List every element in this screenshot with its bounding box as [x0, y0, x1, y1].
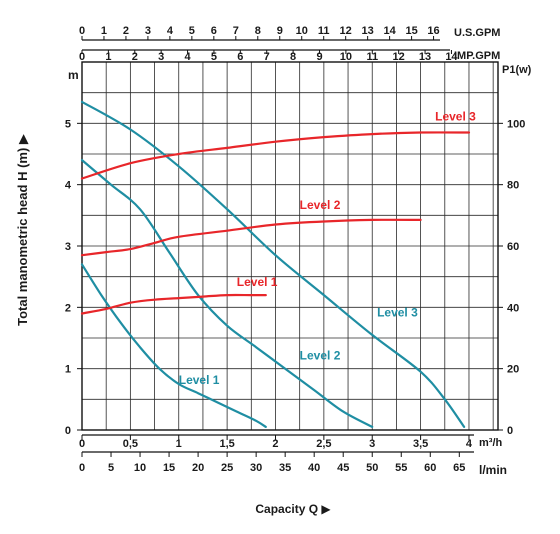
x-tick-label-impgpm: 9 [316, 51, 322, 63]
x-unit-usgpm: U.S.GPM [454, 27, 500, 39]
y2-tick-label: 20 [507, 364, 519, 376]
x-tick-label-usgpm: 11 [318, 25, 330, 37]
x-tick-label-usgpm: 10 [296, 25, 308, 37]
y2-tick-label: 100 [507, 118, 525, 130]
x-tick-label-m3h: 1 [176, 438, 182, 450]
x-tick-label-lmin: 65 [453, 462, 465, 474]
x-tick-label-lmin: 35 [279, 462, 291, 474]
x-unit-m3h: m³/h [479, 437, 503, 449]
x-tick-label-impgpm: 1 [105, 51, 111, 63]
x-tick-label-lmin: 55 [395, 462, 407, 474]
x-tick-label-m3h: 0 [79, 438, 85, 450]
head-label-level-1: Level 1 [179, 373, 220, 387]
x-tick-label-usgpm: 8 [255, 25, 261, 37]
x-tick-label-impgpm: 8 [290, 51, 296, 63]
head-curve-level-1 [80, 263, 267, 428]
x-tick-label-usgpm: 1 [101, 25, 107, 37]
x-tick-label-usgpm: 14 [383, 25, 396, 37]
y-tick-label: 0 [65, 425, 71, 437]
y2-tick-label: 0 [507, 425, 513, 437]
x-tick-label-lmin: 0 [79, 462, 85, 474]
x-tick-label-impgpm: 10 [340, 51, 352, 63]
y-tick-label: 1 [65, 364, 71, 376]
y2-tick-label: 80 [507, 180, 519, 192]
x-tick-label-lmin: 30 [250, 462, 262, 474]
x-tick-label-impgpm: 3 [158, 51, 164, 63]
x-tick-label-usgpm: 5 [189, 25, 195, 37]
grid [81, 61, 499, 431]
x-tick-label-lmin: 50 [366, 462, 378, 474]
x-tick-label-impgpm: 14 [445, 51, 458, 63]
head-label-level-2: Level 2 [300, 348, 341, 362]
power-curve-level-1 [80, 293, 267, 315]
x-tick-label-usgpm: 15 [405, 25, 417, 37]
x-tick-label-lmin: 45 [337, 462, 349, 474]
y2-tick-label: 40 [507, 302, 519, 314]
x-tick-label-m3h: 3,5 [413, 438, 428, 450]
x-axis-title: Capacity Q ▶ [255, 502, 331, 516]
x-tick-label-lmin: 40 [308, 462, 320, 474]
x-tick-label-impgpm: 4 [184, 51, 191, 63]
x-tick-label-usgpm: 7 [233, 25, 239, 37]
y-tick-label: 2 [65, 302, 71, 314]
x-tick-label-impgpm: 12 [393, 51, 405, 63]
power-curve-level-2 [80, 218, 422, 257]
x-tick-label-impgpm: 5 [211, 51, 217, 63]
x-tick-label-usgpm: 12 [340, 25, 352, 37]
y-tick-label: 5 [65, 118, 71, 130]
x-tick-label-lmin: 15 [163, 462, 175, 474]
x-tick-label-usgpm: 0 [79, 25, 85, 37]
x-tick-label-impgpm: 7 [264, 51, 270, 63]
x-tick-label-impgpm: 13 [419, 51, 431, 63]
x-tick-label-impgpm: 6 [237, 51, 243, 63]
head-label-level-3: Level 3 [377, 306, 418, 320]
x-tick-label-usgpm: 3 [145, 25, 151, 37]
x-tick-label-usgpm: 16 [427, 25, 439, 37]
left-axis-unit: m [68, 68, 79, 82]
y-axis-title: Total manometric head H (m) ▶ [15, 134, 30, 326]
x-tick-label-m3h: 1,5 [219, 438, 234, 450]
x-tick-label-lmin: 25 [221, 462, 233, 474]
x-tick-label-lmin: 60 [424, 462, 436, 474]
power-label-level-3: Level 3 [435, 109, 476, 123]
x-tick-label-m3h: 0,5 [123, 438, 138, 450]
y-tick-label: 4 [65, 180, 72, 192]
x-tick-label-lmin: 10 [134, 462, 146, 474]
x-tick-label-usgpm: 4 [167, 25, 174, 37]
power-curve-level-3 [80, 131, 471, 180]
x-tick-label-m3h: 4 [466, 438, 473, 450]
power-label-level-1: Level 1 [237, 275, 278, 289]
head-curve-level-2 [80, 159, 374, 428]
x-tick-label-m3h: 3 [369, 438, 375, 450]
x-unit-lmin: l/min [479, 463, 507, 477]
x-tick-label-impgpm: 2 [132, 51, 138, 63]
x-tick-label-usgpm: 6 [211, 25, 217, 37]
y2-tick-label: 60 [507, 241, 519, 253]
y-tick-label: 3 [65, 241, 71, 253]
x-tick-label-m3h: 2 [272, 438, 278, 450]
x-tick-label-lmin: 20 [192, 462, 204, 474]
head-curve-level-3 [80, 100, 466, 428]
x-tick-label-m3h: 2,5 [316, 438, 331, 450]
x-tick-label-usgpm: 2 [123, 25, 129, 37]
curves [80, 100, 471, 428]
x-unit-impgpm: IMP.GPM [454, 50, 500, 62]
power-label-level-2: Level 2 [300, 198, 341, 212]
x-tick-label-lmin: 5 [108, 462, 114, 474]
right-axis-unit: P1(w) [502, 64, 532, 76]
x-tick-label-usgpm: 9 [277, 25, 283, 37]
x-tick-label-usgpm: 13 [362, 25, 374, 37]
curve-labels: Level 1 Level 2 Level 3 Level 1 Level 2 Level… [179, 109, 476, 387]
x-tick-label-impgpm: 11 [366, 51, 378, 63]
x-tick-label-impgpm: 0 [79, 51, 85, 63]
